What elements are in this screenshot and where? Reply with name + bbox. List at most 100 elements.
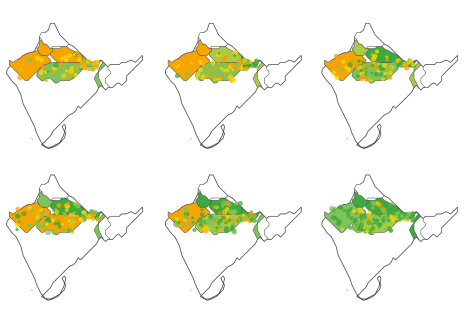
Circle shape	[405, 214, 408, 217]
Circle shape	[237, 59, 241, 63]
Circle shape	[245, 217, 249, 221]
Circle shape	[368, 211, 371, 214]
Circle shape	[219, 79, 220, 80]
Circle shape	[239, 216, 241, 218]
Circle shape	[31, 209, 34, 212]
Circle shape	[37, 214, 40, 216]
Circle shape	[371, 72, 373, 74]
Circle shape	[191, 208, 194, 212]
Circle shape	[373, 202, 376, 205]
Circle shape	[383, 211, 387, 215]
Circle shape	[176, 66, 177, 68]
Polygon shape	[352, 62, 398, 83]
Circle shape	[396, 213, 398, 215]
Circle shape	[356, 75, 359, 77]
Circle shape	[82, 215, 86, 218]
Circle shape	[228, 203, 231, 206]
Circle shape	[44, 223, 45, 225]
Polygon shape	[51, 198, 85, 214]
Circle shape	[412, 220, 413, 222]
Circle shape	[246, 65, 249, 69]
Circle shape	[360, 77, 364, 81]
Circle shape	[342, 60, 345, 63]
Circle shape	[352, 210, 355, 212]
Circle shape	[184, 209, 187, 212]
Polygon shape	[322, 175, 457, 300]
Circle shape	[235, 203, 236, 204]
Polygon shape	[9, 200, 51, 232]
Circle shape	[76, 219, 80, 223]
Circle shape	[222, 201, 226, 205]
Circle shape	[361, 74, 365, 78]
Circle shape	[97, 218, 99, 220]
Circle shape	[396, 59, 400, 63]
Circle shape	[367, 72, 370, 75]
Circle shape	[344, 210, 345, 211]
Circle shape	[337, 222, 340, 225]
Circle shape	[360, 215, 364, 219]
Circle shape	[372, 214, 375, 217]
Circle shape	[68, 54, 71, 57]
Circle shape	[364, 70, 366, 72]
Circle shape	[207, 218, 210, 222]
Circle shape	[411, 64, 414, 66]
Circle shape	[378, 63, 379, 65]
Circle shape	[370, 203, 374, 207]
Circle shape	[370, 64, 374, 68]
Polygon shape	[37, 40, 53, 56]
Circle shape	[384, 216, 386, 219]
Circle shape	[15, 214, 19, 218]
Circle shape	[72, 219, 76, 222]
Circle shape	[218, 208, 222, 212]
Circle shape	[66, 205, 69, 208]
Circle shape	[382, 219, 385, 222]
Circle shape	[404, 213, 407, 216]
Circle shape	[73, 52, 77, 56]
Circle shape	[62, 74, 65, 78]
Circle shape	[411, 213, 414, 216]
Circle shape	[367, 218, 371, 222]
Circle shape	[201, 213, 204, 216]
Circle shape	[391, 54, 392, 56]
Circle shape	[335, 76, 339, 79]
Circle shape	[189, 221, 192, 225]
Circle shape	[401, 212, 403, 214]
Circle shape	[70, 207, 72, 209]
Circle shape	[213, 67, 216, 70]
Circle shape	[394, 216, 398, 220]
Circle shape	[214, 78, 217, 81]
Circle shape	[335, 215, 337, 218]
Circle shape	[184, 218, 187, 221]
Circle shape	[41, 212, 45, 215]
Circle shape	[238, 59, 242, 63]
Circle shape	[233, 210, 237, 213]
Circle shape	[371, 222, 374, 225]
Circle shape	[71, 217, 74, 221]
Circle shape	[347, 68, 351, 71]
Polygon shape	[366, 198, 400, 214]
Circle shape	[89, 61, 91, 63]
Circle shape	[360, 229, 363, 232]
Circle shape	[35, 222, 38, 225]
Circle shape	[243, 216, 246, 218]
Circle shape	[219, 226, 222, 228]
Circle shape	[358, 221, 360, 223]
Circle shape	[219, 212, 220, 214]
Circle shape	[208, 216, 212, 220]
Circle shape	[201, 75, 205, 79]
Polygon shape	[7, 23, 142, 149]
Circle shape	[79, 218, 82, 221]
Circle shape	[338, 60, 339, 62]
Circle shape	[55, 210, 58, 214]
Circle shape	[241, 219, 243, 221]
Circle shape	[212, 228, 215, 230]
Circle shape	[389, 229, 392, 232]
Circle shape	[411, 219, 414, 222]
Circle shape	[340, 207, 343, 209]
Circle shape	[235, 203, 237, 204]
Circle shape	[199, 60, 201, 63]
Circle shape	[208, 222, 211, 226]
Circle shape	[407, 219, 410, 221]
Circle shape	[250, 218, 253, 221]
Polygon shape	[325, 200, 366, 232]
